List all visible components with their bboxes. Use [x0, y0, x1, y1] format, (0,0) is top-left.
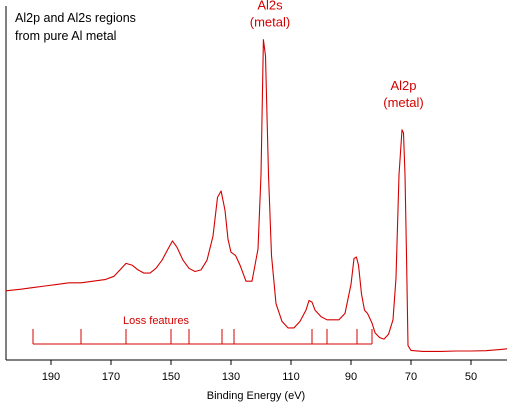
loss-features-label: Loss features	[123, 315, 190, 327]
peak-annotation-line: (metal)	[250, 15, 290, 30]
peak-annotation: Al2p (metal)	[383, 78, 423, 110]
x-tick-label: 90	[345, 371, 357, 383]
x-tick-label: 170	[102, 371, 120, 383]
chart-title: Al2p and Al2s regions from pure Al metal	[15, 11, 136, 43]
x-tick-label: 50	[465, 371, 477, 383]
peak-annotation: Al2s (metal)	[250, 0, 290, 30]
x-axis-label: Binding Energy (eV)	[207, 390, 305, 402]
peak-annotation-line: Al2s	[257, 0, 283, 13]
loss-features-group: Loss features	[32, 315, 373, 345]
x-axis-ticks: 190 170 150 130 110 90 70 50	[42, 360, 477, 383]
peak-annotations: Al2s (metal) Al2p (metal)	[250, 0, 424, 110]
chart-title-line: from pure Al metal	[15, 29, 116, 43]
x-tick-label: 190	[42, 371, 60, 383]
x-tick-label: 70	[405, 371, 417, 383]
peak-annotation-line: (metal)	[383, 95, 423, 110]
x-tick-label: 150	[162, 371, 180, 383]
spectrum-line	[5, 39, 508, 352]
peak-annotation-line: Al2p	[390, 78, 416, 93]
x-tick-label: 130	[222, 371, 240, 383]
x-tick-label: 110	[282, 371, 300, 383]
chart-title-line: Al2p and Al2s regions	[15, 11, 136, 25]
